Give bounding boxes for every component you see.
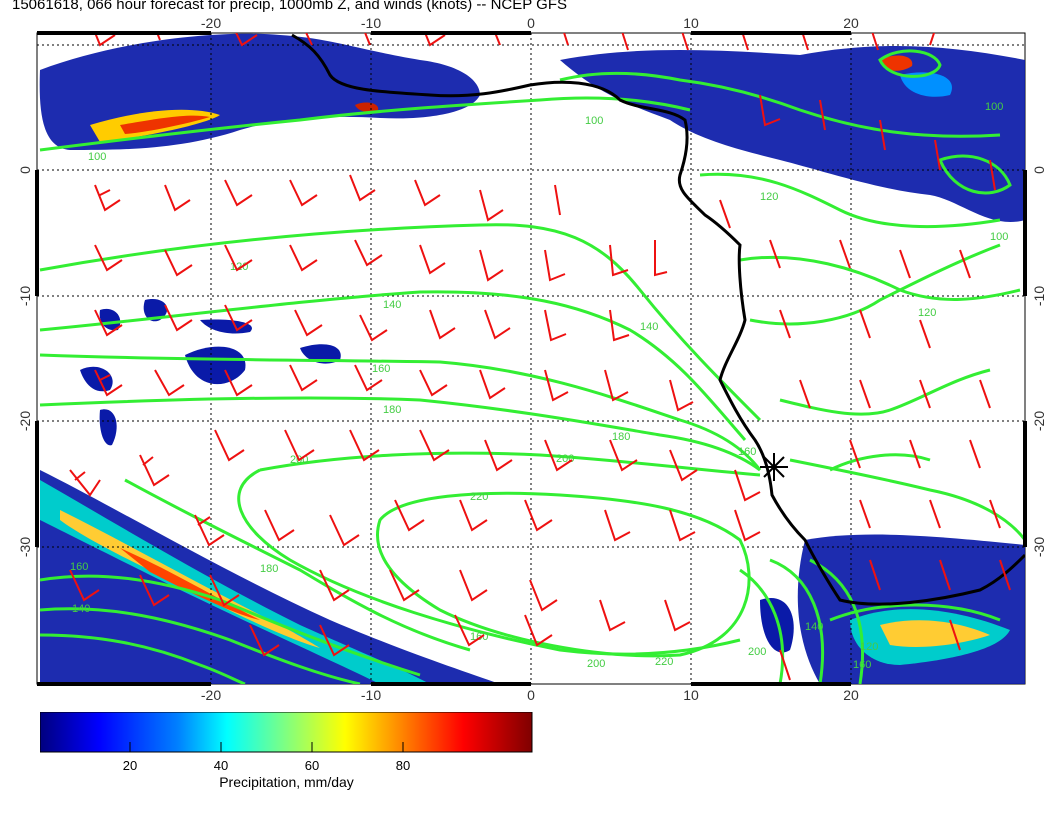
axis-frame-ticks [35,31,1027,686]
contour-label: 160 [853,659,871,671]
y-tick-label: -10 [17,286,33,306]
y-axis-left-labels: 0 -10 -20 -30 [17,166,33,557]
contour-label: 140 [805,621,823,633]
coastline [291,33,1025,606]
colorbar-label: Precipitation, mm/day [219,774,354,790]
precipitation-colorbar: 20 40 60 80 Precipitation, mm/day [39,711,533,792]
y-tick-label: -10 [1031,286,1047,306]
y-axis-right-labels: 0 -10 -20 -30 [1031,166,1047,557]
contour-label: 160 [372,363,390,375]
x-tick-label: 10 [683,687,699,700]
contour-label: 180 [383,404,401,416]
contour-label: 140 [383,299,401,311]
x-tick-label: -20 [201,15,221,31]
height-contours [39,49,1025,684]
colorbar-tick-label: 40 [213,758,229,773]
y-tick-label: -30 [17,537,33,557]
contour-label: 120 [860,641,878,653]
x-axis-bottom-labels: -20 -10 0 10 20 [201,687,859,700]
contour-label: 120 [760,191,778,203]
contour-label: 220 [655,656,673,668]
wind-barbs [69,33,1011,681]
location-marker-icon [760,453,788,481]
x-tick-label: 10 [683,15,699,31]
y-tick-label: 0 [1031,166,1047,174]
contour-label: 160 [70,561,88,573]
forecast-map: 100 140 160 180 200 220 120 160 140 180 … [17,15,1047,700]
contour-label: 220 [470,491,488,503]
contour-label: 160 [470,631,488,643]
contour-label: 100 [990,231,1008,243]
contour-label: 100 [585,115,603,127]
contour-label: 180 [612,431,630,443]
contour-label: 200 [587,658,605,670]
contour-label: 100 [88,151,106,163]
x-tick-label: -10 [361,687,381,700]
x-axis-top-labels: -20 -10 0 10 20 [201,15,859,31]
contour-label: 200 [748,646,766,658]
y-tick-label: 0 [17,166,33,174]
x-tick-label: 20 [843,15,859,31]
contour-label: 180 [260,563,278,575]
contour-label: 140 [640,321,658,333]
contour-label: 120 [918,307,936,319]
x-tick-label: -10 [361,15,381,31]
colorbar-tick-label: 80 [395,758,411,773]
colorbar-tick-label: 20 [122,758,138,773]
contour-label: 160 [738,446,756,458]
x-tick-label: -20 [201,687,221,700]
x-tick-label: 20 [843,687,859,700]
x-tick-label: 0 [527,15,535,31]
precipitation-field [39,33,1025,684]
contour-label: 140 [72,603,90,615]
colorbar-tick-label: 60 [304,758,320,773]
y-tick-label: -30 [1031,537,1047,557]
contour-label: 100 [985,101,1003,113]
y-tick-label: -20 [1031,411,1047,431]
x-tick-label: 0 [527,687,535,700]
contour-label: 200 [556,453,574,465]
colorbar-gradient [39,711,533,753]
y-tick-label: -20 [17,411,33,431]
map-title: 15061618, 066 hour forecast for precip, … [12,0,567,13]
